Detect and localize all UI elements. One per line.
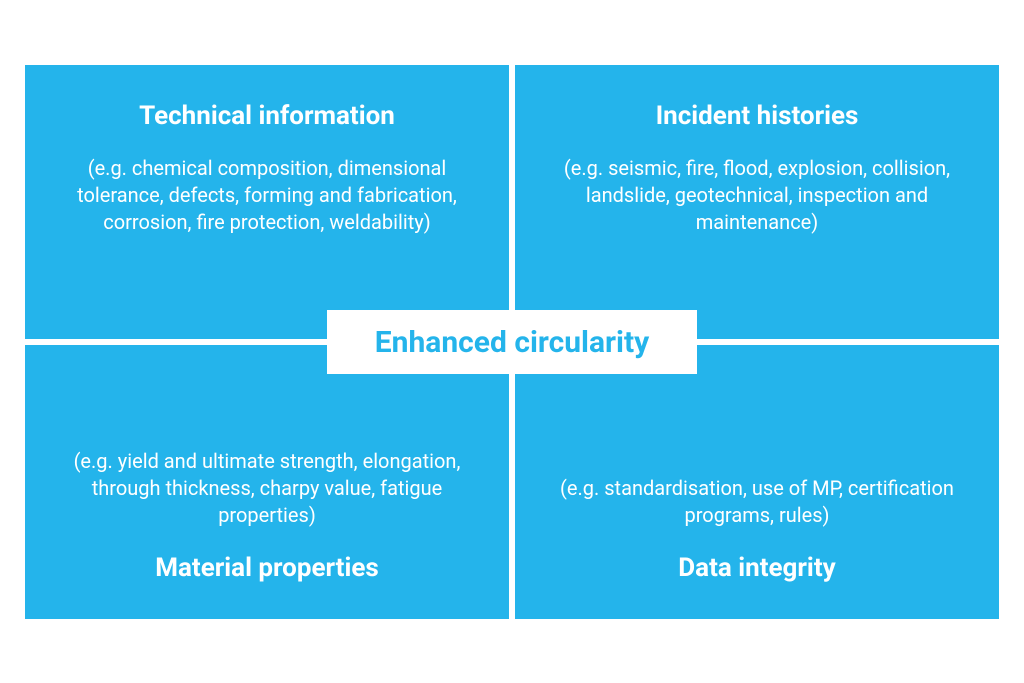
center-label-text: Enhanced circularity	[375, 325, 649, 360]
quadrant-incident-histories: Incident histories (e.g. seismic, fire, …	[512, 62, 1002, 342]
quadrant-title: Material properties	[155, 553, 379, 583]
center-label: Enhanced circularity	[327, 310, 697, 374]
quadrant-description: (e.g. yield and ultimate strength, elong…	[65, 448, 469, 529]
quadrant-description: (e.g. standardisation, use of MP, certif…	[555, 475, 959, 529]
quadrant-title: Incident histories	[656, 101, 859, 131]
quadrant-title: Data integrity	[678, 553, 835, 583]
quadrant-technical-information: Technical information (e.g. chemical com…	[22, 62, 512, 342]
quadrant-data-integrity: (e.g. standardisation, use of MP, certif…	[512, 342, 1002, 622]
quadrant-description: (e.g. seismic, fire, flood, explosion, c…	[555, 155, 959, 236]
quadrant-title: Technical information	[139, 101, 395, 131]
quadrant-material-properties: (e.g. yield and ultimate strength, elong…	[22, 342, 512, 622]
quadrant-description: (e.g. chemical composition, dimensional …	[65, 155, 469, 236]
